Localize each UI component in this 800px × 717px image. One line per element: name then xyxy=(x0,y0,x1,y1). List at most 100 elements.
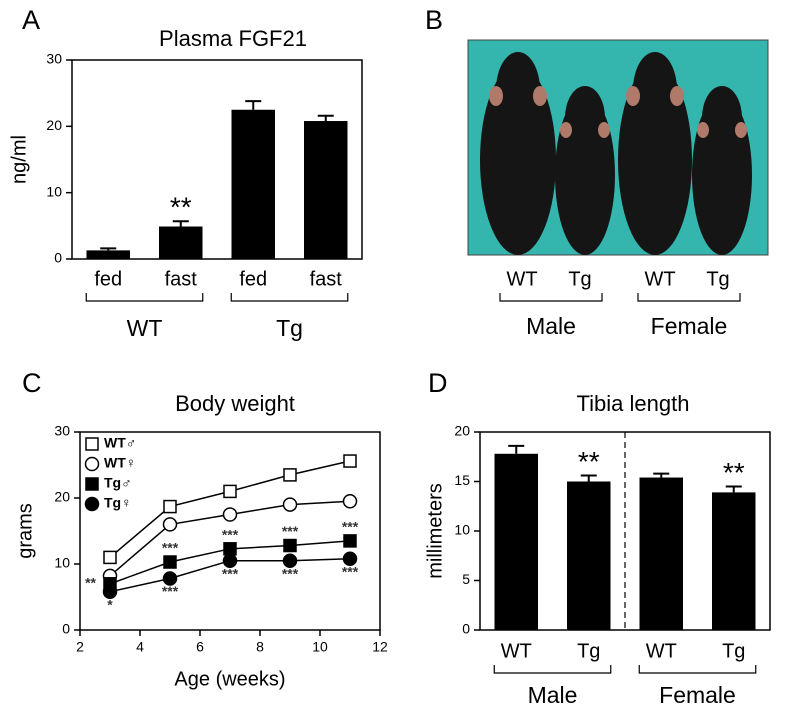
legend-marker xyxy=(85,437,99,451)
data-point xyxy=(163,499,177,514)
y-tick-label: 30 xyxy=(54,423,70,439)
significance-label: *** xyxy=(342,563,359,579)
x-tick-label: 10 xyxy=(312,639,328,655)
group-label: Female xyxy=(651,313,728,339)
x-category-label: fast xyxy=(310,268,343,290)
x-category-label: WT xyxy=(644,268,675,290)
significance-label: *** xyxy=(342,519,359,535)
data-point xyxy=(103,550,117,565)
group-bracket xyxy=(638,665,757,674)
significance-label: ** xyxy=(723,457,745,488)
x-tick-label: 2 xyxy=(76,639,84,655)
data-point xyxy=(343,534,357,548)
error-bar xyxy=(245,100,262,110)
y-tick-label: 0 xyxy=(462,621,470,637)
y-axis-label: grams xyxy=(14,503,36,559)
x-tick-label: 8 xyxy=(256,639,264,655)
data-point xyxy=(282,497,298,512)
significance-label: *** xyxy=(282,565,299,581)
bar xyxy=(304,121,348,259)
group-label: Tg xyxy=(276,315,303,341)
mouse-ears xyxy=(489,86,747,138)
group-bracket xyxy=(85,293,204,302)
significance-label: *** xyxy=(282,523,299,539)
legend-marker xyxy=(85,477,99,491)
data-point xyxy=(223,484,237,499)
x-category-label: Tg xyxy=(577,640,600,662)
bar xyxy=(86,250,130,259)
panel-letter: B xyxy=(425,5,443,35)
panel-letter: A xyxy=(22,5,40,35)
group-bracket xyxy=(493,665,612,674)
data-point xyxy=(342,494,358,509)
y-tick-label: 10 xyxy=(54,555,70,571)
panel-letter: C xyxy=(22,368,42,398)
error-bar xyxy=(172,220,189,227)
y-tick-label: 30 xyxy=(46,51,62,67)
error-bar xyxy=(725,485,742,493)
legend-label: WT♂ xyxy=(104,435,136,451)
legend-label: Tg♂ xyxy=(104,475,132,491)
y-axis-label: millimeters xyxy=(424,483,446,579)
y-tick-label: 20 xyxy=(54,489,70,505)
significance-label: *** xyxy=(222,565,239,581)
bar xyxy=(712,492,756,630)
group-label: Male xyxy=(526,313,576,339)
y-tick-label: 20 xyxy=(46,117,62,133)
bar xyxy=(231,109,275,259)
x-axis-label: Age (weeks) xyxy=(174,668,285,690)
significance-label: ** xyxy=(170,192,192,223)
data-point xyxy=(282,553,298,568)
error-bar xyxy=(653,472,670,478)
data-point xyxy=(222,553,238,568)
data-point xyxy=(342,551,358,566)
y-tick-label: 5 xyxy=(462,571,470,587)
x-category-label: WT xyxy=(501,640,532,662)
error-bar xyxy=(317,114,334,122)
significance-label: *** xyxy=(162,583,179,599)
x-category-label: fast xyxy=(165,268,198,290)
y-tick-label: 0 xyxy=(62,621,70,637)
data-point xyxy=(162,517,178,532)
legend-label: WT♀ xyxy=(104,455,136,471)
group-label: Female xyxy=(659,682,736,708)
error-bar xyxy=(580,474,597,482)
mouse-photo xyxy=(467,39,769,256)
x-category-label: fed xyxy=(94,268,122,290)
bar xyxy=(159,226,203,259)
y-tick-label: 10 xyxy=(454,522,470,538)
data-point xyxy=(163,555,177,569)
group-bracket xyxy=(637,293,741,302)
significance-label: ** xyxy=(85,575,96,591)
plot-frame xyxy=(71,59,363,260)
data-point xyxy=(162,571,178,586)
legend-marker xyxy=(84,456,100,472)
legend-label: Tg♀ xyxy=(104,495,132,511)
data-point xyxy=(222,507,238,522)
chart-title: Body weight xyxy=(175,391,295,416)
mice xyxy=(480,52,752,255)
y-axis-label: ng/ml xyxy=(8,135,30,184)
significance-label: ** xyxy=(578,446,600,477)
data-point xyxy=(283,468,297,482)
bar xyxy=(494,453,538,630)
error-bar xyxy=(100,247,117,251)
legend-marker xyxy=(84,496,100,512)
x-category-label: WT xyxy=(506,268,537,290)
data-point xyxy=(223,542,237,556)
y-tick-label: 20 xyxy=(454,423,470,439)
x-tick-label: 4 xyxy=(136,639,144,655)
group-bracket xyxy=(230,293,349,302)
group-label: Male xyxy=(528,682,578,708)
panel-letter: D xyxy=(428,368,448,398)
x-category-label: Tg xyxy=(568,268,591,290)
significance-label: * xyxy=(107,596,113,612)
data-point xyxy=(343,454,357,468)
x-tick-label: 6 xyxy=(196,639,204,655)
plot-frame xyxy=(79,431,381,631)
bar xyxy=(567,481,611,630)
x-category-label: Tg xyxy=(706,268,729,290)
significance-label: *** xyxy=(222,527,239,543)
y-tick-label: 0 xyxy=(54,250,62,266)
